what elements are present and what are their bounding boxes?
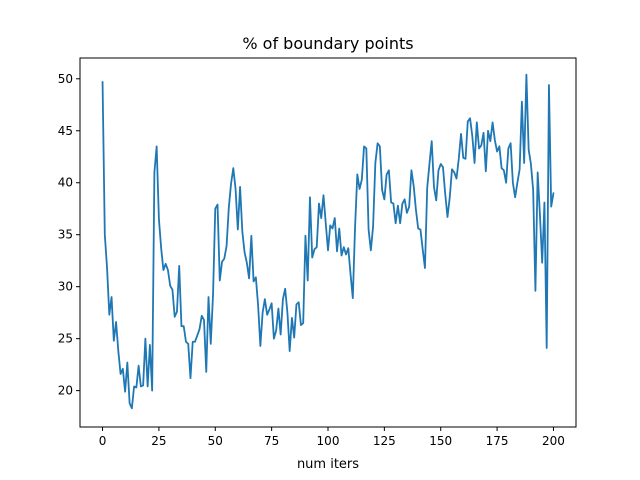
x-tick-label: 75 — [264, 434, 279, 448]
y-tick-label: 45 — [58, 124, 73, 138]
y-tick-label: 40 — [58, 176, 73, 190]
series-line — [101, 73, 555, 410]
y-tick-label: 30 — [58, 280, 73, 294]
x-axis-label: num iters — [297, 457, 359, 472]
x-axis: 0 25 50 75 100 125 150 175 200 — [99, 427, 565, 448]
x-tick-label: 100 — [317, 434, 340, 448]
y-tick-label: 35 — [58, 228, 73, 242]
x-tick-label: 0 — [99, 434, 107, 448]
chart-title: % of boundary points — [242, 34, 413, 53]
x-tick-label: 125 — [373, 434, 396, 448]
x-tick-label: 150 — [429, 434, 452, 448]
x-tick-label: 25 — [151, 434, 166, 448]
y-tick-label: 20 — [58, 384, 73, 398]
x-tick-label: 175 — [486, 434, 509, 448]
x-tick-label: 200 — [542, 434, 565, 448]
y-tick-label: 25 — [58, 332, 73, 346]
y-tick-label: 50 — [58, 72, 73, 86]
x-tick-label: 50 — [208, 434, 223, 448]
y-axis: 20 25 30 35 40 45 50 — [58, 72, 80, 398]
